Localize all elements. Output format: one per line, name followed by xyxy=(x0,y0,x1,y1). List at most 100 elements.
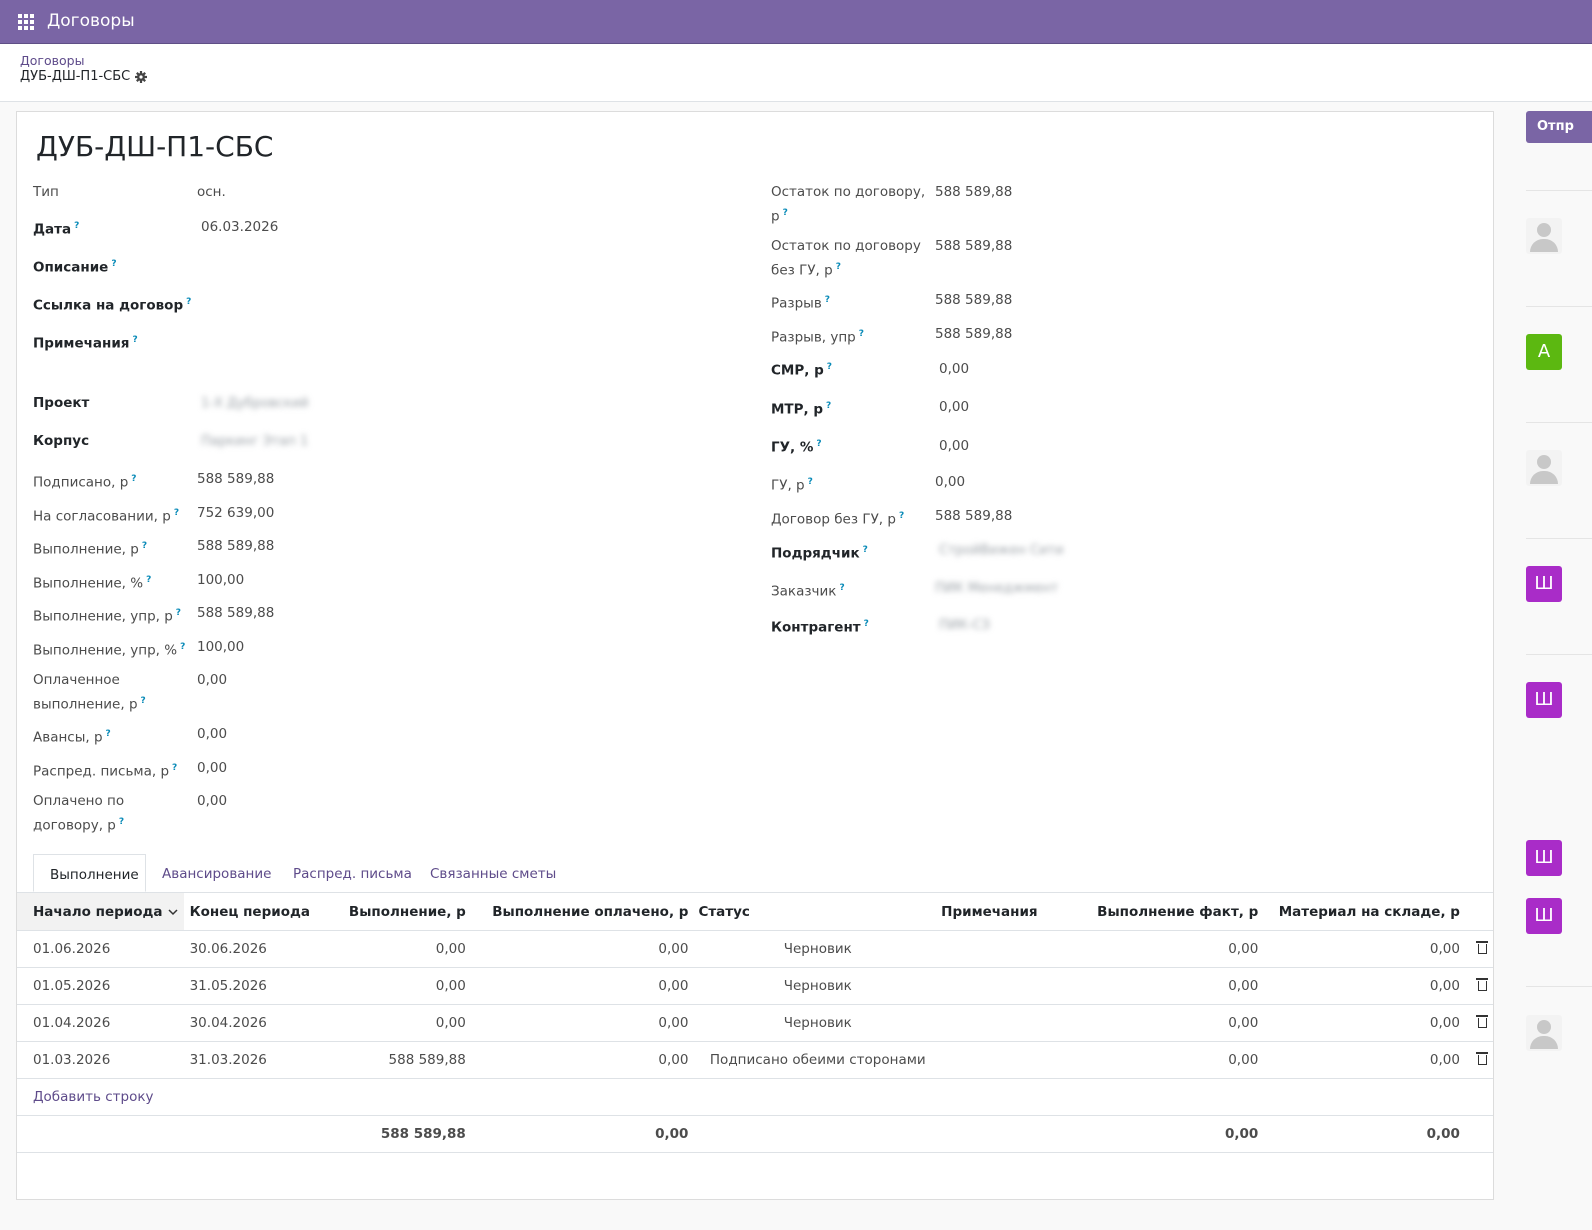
gap-label: Разрыв? xyxy=(771,295,831,312)
cell-exec[interactable]: 0,00 xyxy=(322,930,472,968)
col-header-stock[interactable]: Материал на складе, р xyxy=(1264,893,1466,931)
cell-paid[interactable]: 0,00 xyxy=(471,967,695,1005)
contractor-label: Подрядчик? xyxy=(771,545,868,562)
advances-label: Авансы, р? xyxy=(33,729,111,746)
cell-fact[interactable]: 0,00 xyxy=(1043,1041,1265,1079)
cell-notes[interactable] xyxy=(941,1041,1044,1079)
building-field[interactable]: Паркинг Этап 1 xyxy=(201,434,309,449)
table-row[interactable]: 01.03.2026 31.03.2026 588 589,88 0,00 По… xyxy=(17,1041,1493,1079)
cell-start[interactable]: 01.05.2026 xyxy=(17,967,184,1005)
cell-end[interactable]: 31.05.2026 xyxy=(183,967,323,1005)
trash-icon[interactable] xyxy=(1475,1015,1488,1028)
cell-stock[interactable]: 0,00 xyxy=(1264,930,1466,968)
tab-dist-letters[interactable]: Распред. письма xyxy=(293,866,412,882)
col-header-fact[interactable]: Выполнение факт, р xyxy=(1043,893,1265,931)
date-field[interactable]: 06.03.2026 xyxy=(201,219,279,235)
cell-paid[interactable]: 0,00 xyxy=(471,930,695,968)
cell-end[interactable]: 30.04.2026 xyxy=(183,1004,323,1042)
cell-stock[interactable]: 0,00 xyxy=(1264,1004,1466,1042)
cell-paid[interactable]: 0,00 xyxy=(471,1004,695,1042)
cell-status[interactable]: Черновик xyxy=(694,930,942,968)
cell-notes[interactable] xyxy=(941,1004,1044,1042)
contractor-field[interactable]: СтройВижен Сити xyxy=(939,543,1064,558)
table-row[interactable]: 01.05.2026 31.05.2026 0,00 0,00 Черновик… xyxy=(17,967,1493,1005)
gap-mgmt-label: Разрыв, упр? xyxy=(771,329,864,346)
col-header-start[interactable]: Начало периода xyxy=(17,893,184,931)
contract-no-gu-label: Договор без ГУ, р? xyxy=(771,511,905,528)
cell-notes[interactable] xyxy=(941,930,1044,968)
col-header-paid[interactable]: Выполнение оплачено, р xyxy=(471,893,695,931)
table-row[interactable]: 01.06.2026 30.06.2026 0,00 0,00 Черновик… xyxy=(17,930,1493,968)
cell-fact[interactable]: 0,00 xyxy=(1043,930,1265,968)
trash-icon[interactable] xyxy=(1475,978,1488,991)
divider xyxy=(1526,654,1592,655)
gu-pct-field[interactable]: 0,00 xyxy=(939,438,970,454)
avatar[interactable]: А xyxy=(1526,334,1562,370)
cell-start[interactable]: 01.03.2026 xyxy=(17,1041,184,1079)
cell-status[interactable]: Черновик xyxy=(694,1004,942,1042)
avatar[interactable] xyxy=(1526,450,1562,486)
cell-end[interactable]: 30.06.2026 xyxy=(183,930,323,968)
add-line-link[interactable]: Добавить строку xyxy=(33,1089,154,1105)
tab-linked-estimates[interactable]: Связанные сметы xyxy=(430,866,557,882)
approval-label: На согласовании, р? xyxy=(33,508,180,525)
delete-row-cell xyxy=(1465,930,1493,968)
cell-exec[interactable]: 0,00 xyxy=(322,967,472,1005)
cell-start[interactable]: 01.06.2026 xyxy=(17,930,184,968)
cell-fact[interactable]: 0,00 xyxy=(1043,1004,1265,1042)
col-header-end[interactable]: Конец периода xyxy=(183,893,323,931)
app-title[interactable]: Договоры xyxy=(47,11,135,31)
cell-paid[interactable]: 0,00 xyxy=(471,1041,695,1079)
smr-field[interactable]: 0,00 xyxy=(939,361,970,377)
gear-icon[interactable] xyxy=(135,71,147,83)
col-header-notes[interactable]: Примечания xyxy=(941,893,1044,931)
trash-icon[interactable] xyxy=(1475,941,1488,954)
avatar[interactable]: Ш xyxy=(1526,840,1562,876)
cell-exec[interactable]: 0,00 xyxy=(322,1004,472,1042)
total-stock: 0,00 xyxy=(1264,1115,1466,1153)
dist-letters-value: 0,00 xyxy=(197,760,228,776)
col-header-exec[interactable]: Выполнение, р xyxy=(322,893,472,931)
cell-exec[interactable]: 588 589,88 xyxy=(322,1041,472,1079)
avatar[interactable]: Ш xyxy=(1526,566,1562,602)
cell-stock[interactable]: 0,00 xyxy=(1264,1041,1466,1079)
cell-status[interactable]: Черновик xyxy=(694,967,942,1005)
breadcrumb-current: ДУБ-ДШ-П1-СБС xyxy=(20,69,131,84)
cell-start[interactable]: 01.04.2026 xyxy=(17,1004,184,1042)
avatar[interactable]: Ш xyxy=(1526,682,1562,718)
customer-label: Заказчик? xyxy=(771,583,845,600)
balance-label: Остаток по договору, р? xyxy=(771,184,926,225)
col-header-status[interactable]: Статус xyxy=(694,893,942,931)
advances-value: 0,00 xyxy=(197,726,228,742)
cell-fact[interactable]: 0,00 xyxy=(1043,967,1265,1005)
type-label: Тип xyxy=(33,184,59,200)
avatar[interactable] xyxy=(1526,1015,1562,1051)
cell-notes[interactable] xyxy=(941,967,1044,1005)
notes-label: Примечания? xyxy=(33,335,138,352)
chevron-down-icon xyxy=(168,908,178,915)
avatar[interactable]: Ш xyxy=(1526,898,1562,934)
table-row[interactable]: 01.04.2026 30.04.2026 0,00 0,00 Черновик… xyxy=(17,1004,1493,1042)
send-message-button[interactable]: Отпр xyxy=(1526,111,1592,143)
chatter-panel: Отпр А Ш Ш Ш Ш xyxy=(1510,102,1592,1230)
cell-status[interactable]: Подписано обеими сторонами xyxy=(694,1041,942,1079)
trash-icon[interactable] xyxy=(1475,1052,1488,1065)
tab-execution[interactable]: Выполнение xyxy=(33,854,146,892)
project-field[interactable]: 1-Х Дубровский xyxy=(201,396,309,411)
breadcrumb-parent-link[interactable]: Договоры xyxy=(20,53,85,68)
mtr-field[interactable]: 0,00 xyxy=(939,399,970,415)
avatar[interactable] xyxy=(1526,218,1562,254)
cell-end[interactable]: 31.03.2026 xyxy=(183,1041,323,1079)
delete-row-cell xyxy=(1465,967,1493,1005)
record-title: ДУБ-ДШ-П1-СБС xyxy=(36,130,274,163)
tab-advances[interactable]: Авансирование xyxy=(162,866,272,882)
cell-stock[interactable]: 0,00 xyxy=(1264,967,1466,1005)
add-line-row: Добавить строку xyxy=(17,1078,1493,1116)
apps-menu-icon[interactable] xyxy=(18,14,34,30)
execution-pct-value: 100,00 xyxy=(197,572,245,588)
gap-mgmt-value: 588 589,88 xyxy=(935,326,1013,342)
execution-table: Начало периода Конец периода Выполнение,… xyxy=(17,893,1493,1153)
notebook-tabs: Выполнение Авансирование Распред. письма… xyxy=(17,854,1493,893)
counterparty-field[interactable]: ПИК-СЗ xyxy=(939,618,990,633)
balance-no-gu-value: 588 589,88 xyxy=(935,238,1013,254)
